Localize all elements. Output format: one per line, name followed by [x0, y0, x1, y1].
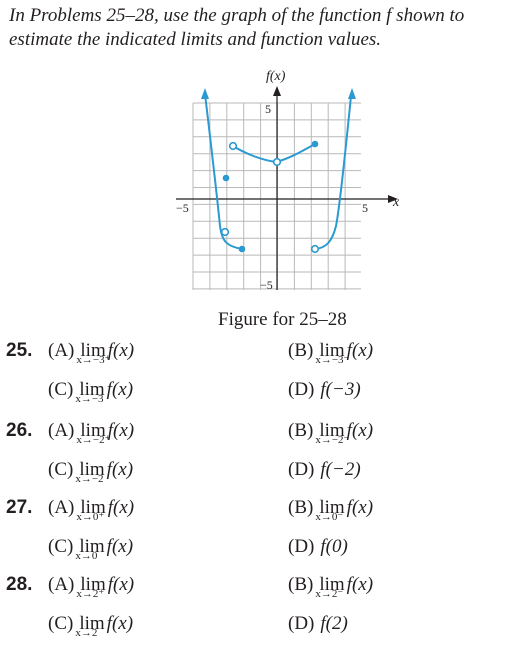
- limit-operator: lim x→2⁻: [315, 574, 345, 600]
- limit-subscript: x→0: [75, 550, 98, 562]
- problem-number: 26.: [6, 420, 33, 441]
- limit-operator: lim x→−2⁻: [315, 420, 350, 446]
- function-expression: f(x): [107, 574, 135, 595]
- problem-part: (D) f(−3): [288, 379, 361, 401]
- problem-part: (A) lim x→−2⁺ f(x): [48, 420, 135, 446]
- limit-operator: lim x→0: [75, 536, 105, 562]
- closed-point: [222, 174, 230, 182]
- function-expression: f(−2): [320, 459, 361, 480]
- part-label: (B): [288, 340, 314, 361]
- problem-part: (C) lim x→−2 f(x): [48, 459, 134, 485]
- problem-part: (C) lim x→0 f(x): [48, 536, 134, 562]
- closed-point: [311, 140, 319, 148]
- function-expression: f(x): [346, 497, 374, 518]
- tick-label-x-neg: −5: [176, 201, 189, 215]
- part-label: (A): [48, 340, 75, 361]
- part-label: (A): [48, 420, 75, 441]
- open-point: [220, 227, 230, 237]
- limit-operator: lim x→2⁺: [76, 574, 106, 600]
- limit-subscript: x→2⁻: [315, 588, 344, 600]
- part-label: (A): [48, 574, 75, 595]
- problem-part: (A) lim x→−3⁺ f(x): [48, 340, 135, 366]
- part-label: (D): [288, 459, 315, 480]
- limit-operator: lim x→−3⁻: [315, 340, 350, 366]
- limit-operator: lim x→0⁺: [76, 497, 106, 523]
- problem-part: (B) lim x→2⁻ f(x): [288, 574, 374, 600]
- function-expression: f(x): [346, 340, 374, 361]
- part-label: (D): [288, 613, 315, 634]
- limit-subscript: x→−3⁺: [76, 354, 111, 366]
- y-axis-arrow: [273, 86, 281, 96]
- function-graph: f(x) x −5 5 5 −5: [176, 69, 400, 292]
- limit-subscript: x→−3: [75, 393, 104, 405]
- limit-subscript: x→−3⁻: [315, 354, 350, 366]
- limit-subscript: x→0⁻: [315, 511, 344, 523]
- problem-part: (D) f(0): [288, 536, 348, 558]
- part-label: (B): [288, 420, 314, 441]
- function-expression: f(x): [106, 536, 134, 557]
- function-expression: f(x): [106, 379, 134, 400]
- limit-operator: lim x→2: [75, 613, 105, 639]
- limit-subscript: x→−2⁻: [315, 434, 350, 446]
- tick-label-y-pos: 5: [265, 102, 271, 116]
- limit-operator: lim x→0⁻: [315, 497, 345, 523]
- problem-part: (A) lim x→2⁺ f(x): [48, 574, 135, 600]
- intro-text: In Problems 25–28, use the graph of the …: [9, 5, 465, 50]
- part-label: (B): [288, 497, 314, 518]
- function-expression: f(x): [107, 340, 135, 361]
- problem-part: (D) f(2): [288, 613, 348, 635]
- limit-subscript: x→−2: [75, 473, 104, 485]
- problem-part: (C) lim x→−3 f(x): [48, 379, 134, 405]
- part-label: (D): [288, 379, 315, 400]
- function-expression: f(x): [106, 459, 134, 480]
- part-label: (C): [48, 613, 74, 634]
- function-expression: f(−3): [320, 379, 361, 400]
- part-label: (C): [48, 536, 74, 557]
- figure-caption: Figure for 25–28: [218, 309, 347, 330]
- right-branch-curve: [314, 95, 352, 250]
- left-branch-curve: [204, 93, 243, 250]
- tick-label-y-neg: −5: [260, 278, 273, 292]
- open-point: [310, 244, 320, 254]
- open-point: [228, 141, 238, 151]
- limit-operator: lim x→−3⁺: [76, 340, 111, 366]
- problem-number: 27.: [6, 497, 33, 518]
- y-axis-label: f(x): [266, 69, 286, 84]
- problem-part: (D) f(−2): [288, 459, 361, 481]
- limit-subscript: x→−2⁺: [76, 434, 111, 446]
- limit-subscript: x→2: [75, 627, 98, 639]
- function-expression: f(x): [107, 497, 135, 518]
- function-expression: f(0): [320, 536, 348, 557]
- problem-part: (C) lim x→2 f(x): [48, 613, 134, 639]
- problem-part: (B) lim x→−3⁻ f(x): [288, 340, 374, 366]
- left-branch-arrow: [201, 88, 209, 99]
- limit-subscript: x→2⁺: [76, 588, 105, 600]
- part-label: (D): [288, 536, 315, 557]
- x-axis-label: x: [392, 195, 400, 210]
- x-axis-arrow: [388, 195, 398, 203]
- function-expression: f(2): [320, 613, 348, 634]
- problem-part: (B) lim x→−2⁻ f(x): [288, 420, 374, 446]
- part-label: (C): [48, 459, 74, 480]
- problem-number: 28.: [6, 574, 33, 595]
- problem-part: (B) lim x→0⁻ f(x): [288, 497, 374, 523]
- open-point: [272, 157, 282, 167]
- limit-subscript: x→0⁺: [76, 511, 105, 523]
- right-branch-arrow: [348, 88, 356, 99]
- problem-number: 25.: [6, 340, 33, 361]
- part-label: (A): [48, 497, 75, 518]
- closed-point: [238, 245, 246, 253]
- function-expression: f(x): [346, 574, 374, 595]
- tick-label-x-pos: 5: [362, 201, 368, 215]
- limit-operator: lim x→−2⁺: [76, 420, 111, 446]
- part-label: (C): [48, 379, 74, 400]
- problem-part: (A) lim x→0⁺ f(x): [48, 497, 135, 523]
- function-expression: f(x): [107, 420, 135, 441]
- part-label: (B): [288, 574, 314, 595]
- limit-operator: lim x→−2: [75, 459, 105, 485]
- function-expression: f(x): [106, 613, 134, 634]
- limit-operator: lim x→−3: [75, 379, 105, 405]
- function-expression: f(x): [346, 420, 374, 441]
